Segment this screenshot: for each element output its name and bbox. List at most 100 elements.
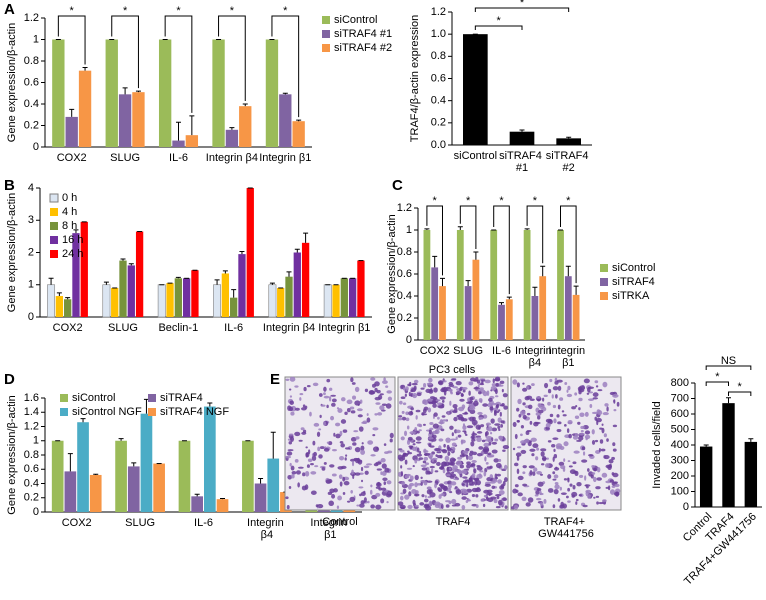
error-bar (67, 453, 73, 472)
cell (451, 471, 455, 474)
cell (375, 504, 382, 510)
legend-label: 4 h (62, 206, 77, 218)
cell (484, 456, 487, 462)
cell (352, 442, 357, 446)
cell (313, 422, 320, 427)
cell (499, 380, 505, 384)
cell (417, 483, 421, 486)
legend-swatch (322, 16, 330, 24)
cell (536, 396, 541, 399)
cell (423, 406, 429, 411)
cell (326, 441, 330, 444)
cell (420, 464, 427, 468)
error-bar (726, 397, 731, 404)
bar (157, 284, 166, 318)
cell (495, 494, 502, 497)
cell (462, 476, 468, 479)
y-tick-label: 1.2 (24, 12, 39, 24)
cell (581, 459, 588, 463)
cell (455, 393, 460, 396)
cell (568, 433, 572, 439)
cell (612, 424, 618, 428)
significance-bracket (459, 205, 477, 249)
x-tick-label: IL-6 (169, 152, 188, 164)
y-tick-label: 2 (28, 246, 34, 258)
error-bar (519, 129, 525, 132)
cell (428, 437, 434, 440)
cell (517, 398, 522, 405)
cell (299, 393, 304, 396)
cell (471, 473, 476, 479)
cell (520, 449, 527, 454)
cell (500, 483, 504, 489)
y-tick-label: 1.6 (24, 392, 39, 404)
cell (360, 500, 365, 505)
cell (572, 461, 577, 465)
cell (453, 478, 460, 481)
cell (522, 387, 528, 392)
error-bar (135, 90, 141, 93)
cell (503, 477, 508, 483)
cell (522, 414, 527, 420)
cell (553, 418, 557, 424)
cell (469, 416, 475, 422)
bar (64, 299, 72, 317)
cell (408, 491, 412, 497)
cell (471, 460, 477, 463)
error-bar (565, 265, 571, 277)
cell (285, 496, 289, 500)
error-bar (214, 279, 220, 285)
cell (452, 447, 456, 451)
cell (501, 402, 505, 407)
cell (600, 448, 606, 452)
legend-label: siTRAF4 (612, 276, 655, 288)
cell (380, 471, 383, 476)
cell (609, 479, 615, 483)
significance-bracket (526, 205, 544, 264)
cell (456, 460, 462, 466)
legend-swatch (322, 30, 330, 38)
cell (350, 437, 357, 442)
cell (535, 490, 540, 495)
bar (744, 441, 758, 507)
cell (434, 470, 439, 473)
significance-label: * (520, 0, 525, 9)
cell (337, 408, 343, 413)
cell (446, 466, 450, 473)
cell (559, 486, 562, 491)
cell (520, 424, 524, 429)
cell (406, 425, 410, 430)
cell (566, 428, 570, 434)
cell (468, 390, 471, 396)
cell (386, 501, 389, 504)
cell (452, 465, 458, 470)
cell (421, 494, 425, 498)
legend-label: siControl NGF (72, 406, 142, 418)
cell (449, 400, 452, 406)
y-tick-label: 0.2 (24, 492, 39, 504)
bar (254, 483, 267, 512)
cell (460, 392, 464, 397)
cell (389, 432, 394, 439)
cell (479, 470, 484, 473)
cell (603, 455, 610, 460)
cell (490, 386, 497, 391)
micrograph-cells (284, 376, 394, 510)
cell (470, 463, 474, 468)
cell (594, 439, 599, 443)
cell (564, 382, 568, 386)
cell (497, 479, 503, 484)
y-axis-label: Invaded cells/field (651, 401, 663, 488)
cell (484, 431, 488, 437)
cell (305, 446, 308, 449)
cell (612, 393, 619, 398)
cell (434, 501, 441, 507)
x-tick-label: COX2 (62, 517, 92, 529)
cell (552, 478, 557, 481)
cell (412, 392, 418, 399)
legend-swatch (600, 292, 608, 300)
cell (488, 442, 492, 446)
cell (460, 439, 464, 445)
cell (404, 430, 408, 437)
cell (457, 434, 462, 438)
